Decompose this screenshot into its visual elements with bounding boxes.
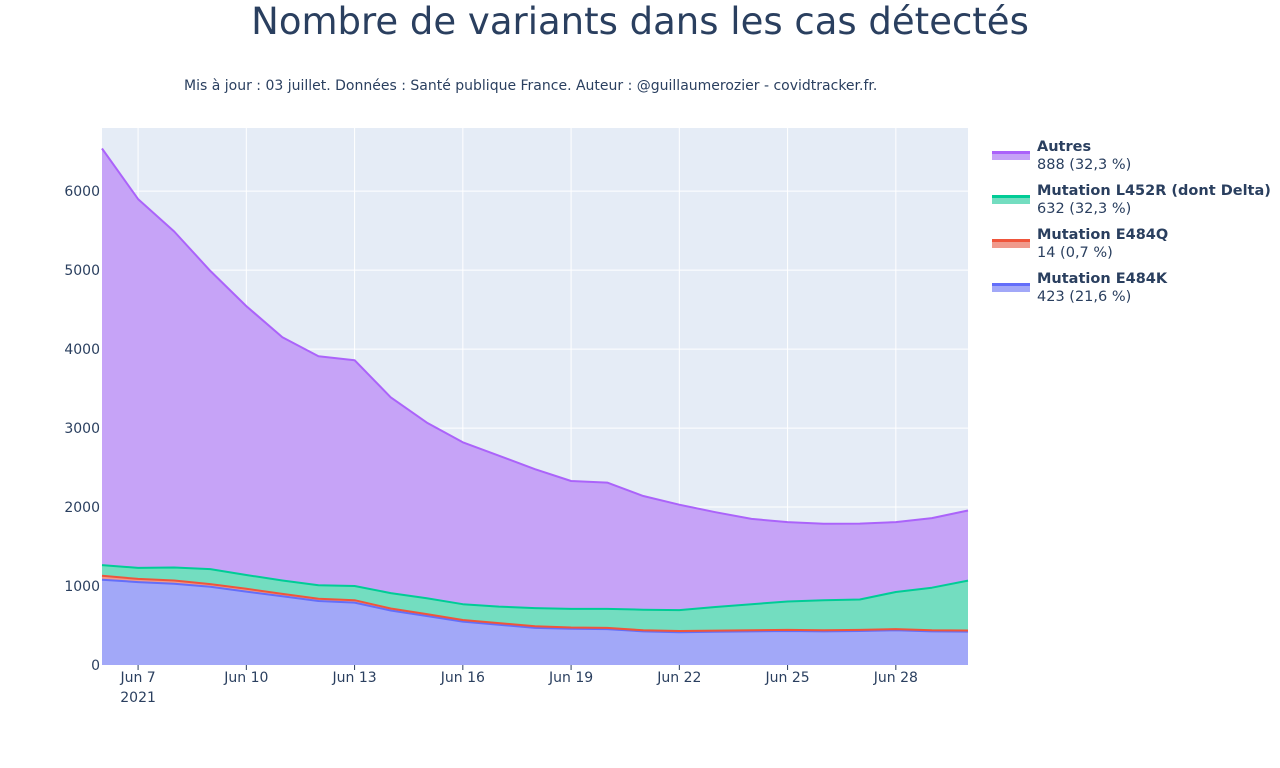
legend-series-name: Mutation L452R (dont Delta) xyxy=(1037,183,1271,199)
legend-item[interactable]: Mutation E484Q 14 (0,7 %) xyxy=(992,226,1272,270)
line-mutation-e484k xyxy=(101,578,969,634)
legend-series-value: 14 (0,7 %) xyxy=(1037,245,1113,261)
x-tick-label: Jun 19 xyxy=(548,670,593,686)
legend-swatch xyxy=(992,239,1030,248)
legend-swatch xyxy=(992,195,1030,204)
line-mutation-e484q xyxy=(101,574,969,632)
y-axis: 0 1000 2000 3000 4000 5000 6000 xyxy=(64,184,100,674)
x-axis: Jun 7 2021 Jun 10 Jun 13 Jun 16 Jun 19 Jun 22 J… xyxy=(119,665,918,706)
y-tick-label: 2000 xyxy=(64,500,100,516)
legend-series-name: Autres xyxy=(1037,139,1092,155)
chart-subtitle: Mis à jour : 03 juillet. Données : Santé… xyxy=(184,78,878,94)
legend-swatch xyxy=(992,151,1030,160)
legend-swatch xyxy=(992,283,1030,292)
x-tick-label: Jun 7 xyxy=(119,670,155,686)
x-tick-label: Jun 25 xyxy=(765,670,810,686)
area-autres xyxy=(102,148,968,611)
line-mutation-l452r-dont-delta- xyxy=(101,564,969,612)
chart-title: Nombre de variants dans les cas détectés xyxy=(251,0,1029,43)
legend-series-name: Mutation E484K xyxy=(1037,271,1168,287)
legend-item[interactable]: Mutation L452R (dont Delta) 632 (32,3 %) xyxy=(992,182,1272,226)
line-autres xyxy=(101,147,969,525)
area-mutation-l452r-dont-delta- xyxy=(102,565,968,631)
x-tick-label: Jun 10 xyxy=(223,670,268,686)
legend-item[interactable]: Autres 888 (32,3 %) xyxy=(992,138,1272,182)
legend-series-value: 423 (21,6 %) xyxy=(1037,289,1132,305)
y-tick-label: 1000 xyxy=(64,579,100,595)
legend-item[interactable]: Mutation E484K 423 (21,6 %) xyxy=(992,270,1272,314)
y-tick-label: 0 xyxy=(91,658,100,674)
y-tick-label: 5000 xyxy=(64,263,100,279)
x-tick-label: Jun 13 xyxy=(332,670,377,686)
x-tick-label: Jun 28 xyxy=(873,670,918,686)
y-tick-label: 6000 xyxy=(64,184,100,200)
y-tick-label: 4000 xyxy=(64,342,100,358)
x-tick-label: Jun 16 xyxy=(440,670,485,686)
x-tick-label: Jun 22 xyxy=(656,670,701,686)
legend-series-name: Mutation E484Q xyxy=(1037,227,1169,243)
legend-series-value: 888 (32,3 %) xyxy=(1037,157,1132,173)
stacked-areas xyxy=(101,147,969,665)
legend-series-value: 632 (32,3 %) xyxy=(1037,201,1132,217)
x-tick-sublabel: 2021 xyxy=(120,690,156,706)
legend: Autres 888 (32,3 %) Mutation L452R (dont D… xyxy=(992,138,1272,314)
y-tick-label: 3000 xyxy=(64,421,100,437)
